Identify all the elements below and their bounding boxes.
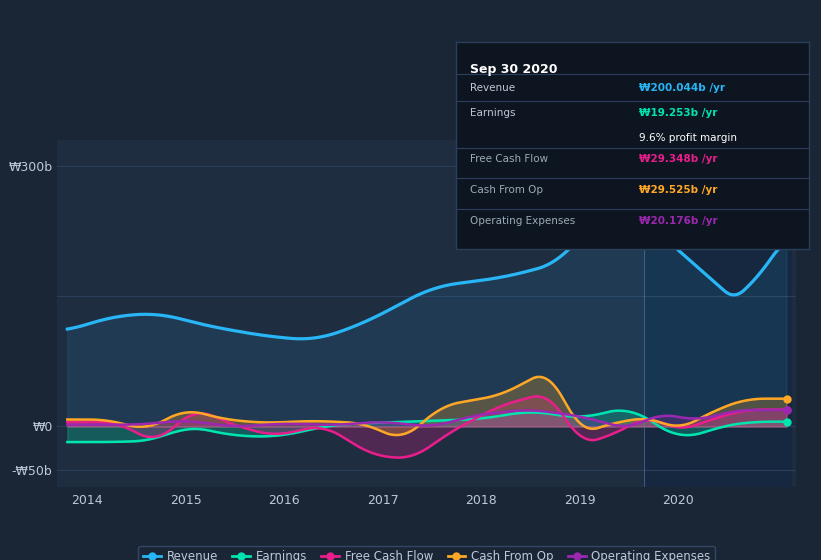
Text: ₩29.348b /yr: ₩29.348b /yr [640,154,718,164]
Bar [644,140,791,487]
Text: Revenue: Revenue [470,83,515,94]
Text: 9.6% profit margin: 9.6% profit margin [640,133,737,143]
Legend: Revenue, Earnings, Free Cash Flow, Cash From Op, Operating Expenses: Revenue, Earnings, Free Cash Flow, Cash … [139,545,715,560]
Text: Operating Expenses: Operating Expenses [470,216,575,226]
Text: ₩20.176b /yr: ₩20.176b /yr [640,216,718,226]
Text: Earnings: Earnings [470,108,516,118]
Text: Free Cash Flow: Free Cash Flow [470,154,548,164]
Text: ₩200.044b /yr: ₩200.044b /yr [640,83,725,94]
Text: ₩19.253b /yr: ₩19.253b /yr [640,108,718,118]
Text: Sep 30 2020: Sep 30 2020 [470,63,557,76]
Text: Cash From Op: Cash From Op [470,185,543,195]
Text: ₩29.525b /yr: ₩29.525b /yr [640,185,718,195]
